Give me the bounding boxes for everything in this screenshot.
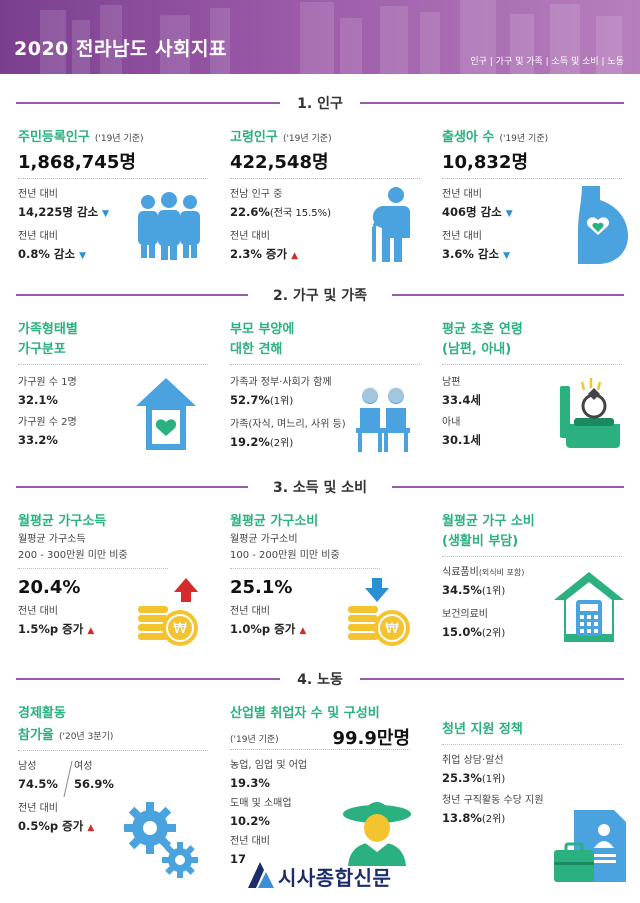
section-title-income: 3. 소득 및 소비	[0, 476, 640, 496]
elderly-couple-icon	[356, 387, 410, 452]
section-title-labor: 4. 노동	[0, 668, 640, 688]
svg-text:₩: ₩	[173, 621, 187, 637]
registered-value: 1,868,745명	[18, 148, 208, 179]
ring-box-icon	[560, 378, 620, 448]
header-banner: 2020 전라남도 사회지표 인구 | 가구 및 가족 | 소득 및 소비 | …	[0, 0, 640, 74]
living-cost-block: 월평균 가구 소비 (생활비 부담) 식료품비(외식비 포함) 34.5%(1위…	[442, 512, 632, 643]
city-skyline-icon	[40, 0, 622, 74]
elderly-population-block: 고령인구 ('19년 기준) 422,548명 전남 인구 중 22.6%(전국…	[230, 126, 430, 265]
document-briefcase-icon	[554, 810, 626, 882]
divider-slash	[63, 761, 73, 797]
registered-title: 주민등록인구	[18, 130, 90, 145]
page-title: 2020 전라남도 사회지표	[14, 38, 227, 60]
registered-population-block: 주민등록인구 ('19년 기준) 1,868,745명 전년 대비 14,225…	[18, 126, 218, 265]
house-heart-icon	[136, 378, 196, 450]
farmer-icon	[343, 802, 411, 866]
household-type-block: 가족형태별 가구분포 가구원 수 1명 32.1% 가구원 수 2명 33.2%	[18, 320, 218, 449]
pregnant-icon	[578, 186, 628, 264]
births-block: 출생아 수 ('19년 기준) 10,832명 전년 대비 406명 감소 ▼ …	[442, 126, 632, 265]
parent-support-block: 부모 부양에 대한 견해 가족과 정부·사회가 함께 52.7%(1위) 가족(…	[230, 320, 440, 453]
industry-employment-block: 산업별 취업자 수 및 구성비 ('19년 기준) 99.9만명 농업, 임업 …	[230, 706, 410, 866]
newspaper-logo: 시사종합신문	[246, 858, 396, 894]
logo-text: 시사종합신문	[278, 866, 392, 890]
elderly-person-icon	[372, 187, 410, 262]
youth-policy-block: 청년 지원 정책 취업 상담·알선 25.3%(1위) 청년 구직활동 수당 지…	[442, 720, 632, 829]
coins-down-icon: ₩	[348, 578, 410, 646]
house-calculator-icon	[554, 572, 624, 642]
people-icon	[138, 192, 200, 260]
section-title-household: 2. 가구 및 가족	[0, 284, 640, 304]
coins-up-icon: ₩	[138, 578, 198, 646]
household-income-block: 월평균 가구소득 월평균 가구소득 200 - 300만원 미만 비중 20.4…	[18, 512, 218, 640]
header-nav: 인구 | 가구 및 가족 | 소득 및 소비 | 노동	[470, 57, 624, 67]
gears-icon	[124, 802, 198, 878]
participation-rate-block: 경제활동 참가율 ('20년 3분기) 남성 74.5% 여성 56.9% 전년…	[18, 704, 218, 837]
marriage-age-block: 평균 초혼 연령 (남편, 아내) 남편 33.4세 아내 30.1세	[442, 320, 632, 449]
household-spending-block: 월평균 가구소비 월평균 가구소비 100 - 200만원 미만 비중 25.1…	[230, 512, 430, 640]
svg-text:₩: ₩	[385, 621, 399, 637]
logo-mark-icon	[248, 862, 274, 888]
section-title-population: 1. 인구	[0, 92, 640, 112]
